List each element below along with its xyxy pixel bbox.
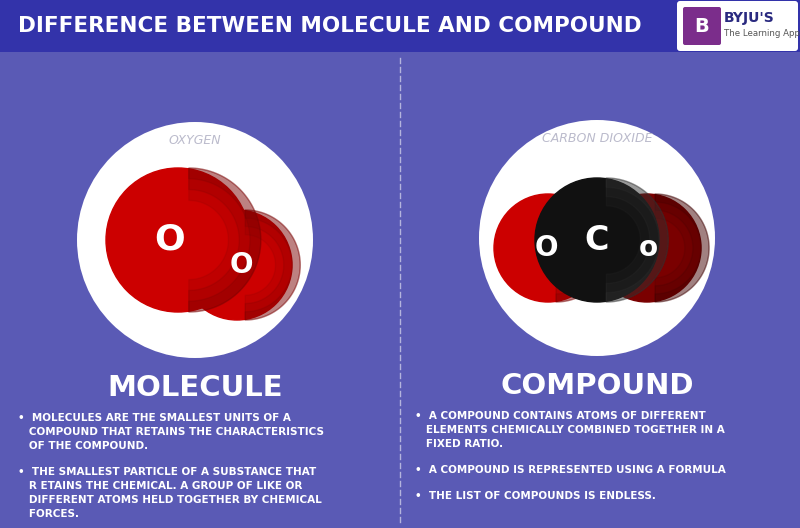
Polygon shape: [655, 194, 709, 302]
Text: O: O: [230, 251, 253, 279]
Text: B: B: [694, 16, 710, 35]
Polygon shape: [655, 194, 709, 302]
Circle shape: [479, 120, 715, 356]
Text: COMPOUND: COMPOUND: [500, 372, 694, 400]
Polygon shape: [655, 194, 709, 302]
Text: •  A COMPOUND IS REPRESENTED USING A FORMULA: • A COMPOUND IS REPRESENTED USING A FORM…: [415, 465, 726, 475]
Text: The Learning App: The Learning App: [724, 30, 800, 39]
Text: MOLECULE: MOLECULE: [107, 374, 283, 402]
Polygon shape: [606, 178, 668, 302]
FancyBboxPatch shape: [683, 7, 721, 45]
Polygon shape: [556, 194, 610, 302]
Polygon shape: [606, 178, 668, 302]
Text: OF THE COMPOUND.: OF THE COMPOUND.: [18, 441, 148, 451]
Polygon shape: [189, 168, 261, 312]
Circle shape: [535, 178, 659, 302]
Text: FORCES.: FORCES.: [18, 509, 79, 519]
Text: OXYGEN: OXYGEN: [169, 134, 222, 146]
Text: O: O: [534, 234, 558, 262]
Text: FIXED RATIO.: FIXED RATIO.: [415, 439, 503, 449]
Polygon shape: [246, 210, 300, 320]
Text: •  THE SMALLEST PARTICLE OF A SUBSTANCE THAT: • THE SMALLEST PARTICLE OF A SUBSTANCE T…: [18, 467, 316, 477]
Text: DIFFERENCE BETWEEN MOLECULE AND COMPOUND: DIFFERENCE BETWEEN MOLECULE AND COMPOUND: [18, 16, 642, 36]
Polygon shape: [606, 178, 668, 302]
Circle shape: [106, 168, 250, 312]
Text: O: O: [154, 223, 186, 257]
Text: R ETAINS THE CHEMICAL. A GROUP OF LIKE OR: R ETAINS THE CHEMICAL. A GROUP OF LIKE O…: [18, 481, 302, 491]
FancyBboxPatch shape: [677, 1, 798, 51]
Bar: [0, 0, 800, 52]
Circle shape: [593, 194, 701, 302]
Polygon shape: [189, 168, 261, 312]
Circle shape: [494, 194, 602, 302]
Text: •  A COMPOUND CONTAINS ATOMS OF DIFFERENT: • A COMPOUND CONTAINS ATOMS OF DIFFERENT: [415, 411, 706, 421]
Circle shape: [182, 210, 292, 320]
Text: o: o: [638, 234, 658, 262]
Text: CARBON DIOXIDE: CARBON DIOXIDE: [542, 131, 652, 145]
Text: C: C: [585, 223, 610, 257]
Text: •  THE LIST OF COMPOUNDS IS ENDLESS.: • THE LIST OF COMPOUNDS IS ENDLESS.: [415, 491, 656, 501]
Text: BYJU'S: BYJU'S: [724, 11, 774, 25]
Polygon shape: [189, 168, 261, 312]
Polygon shape: [246, 210, 300, 320]
Polygon shape: [556, 194, 610, 302]
Text: •  MOLECULES ARE THE SMALLEST UNITS OF A: • MOLECULES ARE THE SMALLEST UNITS OF A: [18, 413, 291, 423]
Text: COMPOUND THAT RETAINS THE CHARACTERISTICS: COMPOUND THAT RETAINS THE CHARACTERISTIC…: [18, 427, 324, 437]
Text: DIFFERENT ATOMS HELD TOGETHER BY CHEMICAL: DIFFERENT ATOMS HELD TOGETHER BY CHEMICA…: [18, 495, 322, 505]
Text: ELEMENTS CHEMICALLY COMBINED TOGETHER IN A: ELEMENTS CHEMICALLY COMBINED TOGETHER IN…: [415, 425, 725, 435]
Polygon shape: [556, 194, 610, 302]
Polygon shape: [246, 210, 300, 320]
Circle shape: [77, 122, 313, 358]
